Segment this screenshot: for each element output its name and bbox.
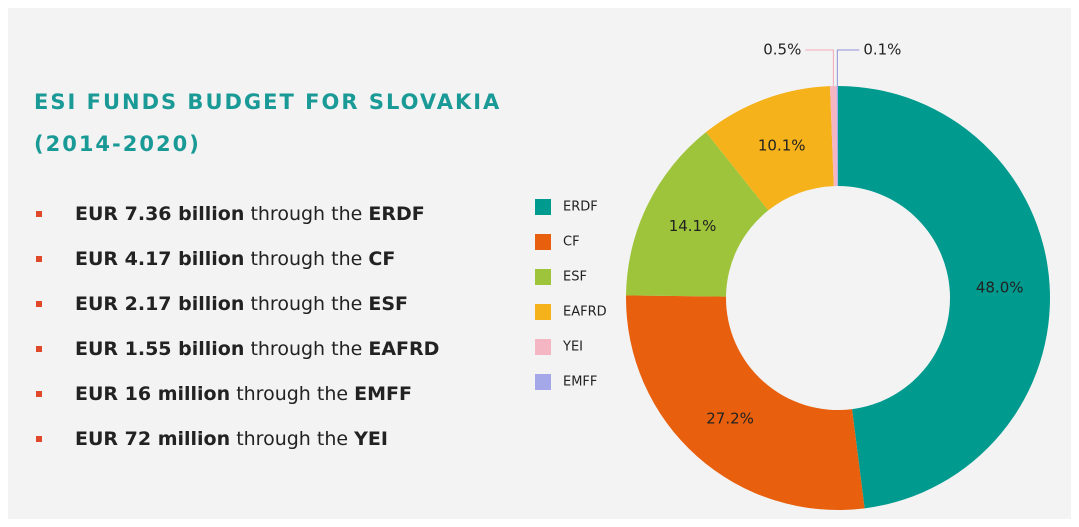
bullet-fund: EAFRD — [368, 338, 439, 360]
legend-label: CF — [563, 235, 580, 250]
legend-swatch — [535, 304, 551, 320]
pie-slice — [838, 86, 1050, 509]
bullet-amount: EUR 1.55 billion — [75, 338, 244, 360]
bullet-marker — [36, 211, 42, 217]
bullet-fund: EMFF — [354, 383, 412, 405]
bullet-connector: through the — [250, 338, 362, 360]
legend-label: YEI — [562, 340, 583, 355]
bullet-amount: EUR 4.17 billion — [75, 248, 244, 270]
pie-slice — [705, 86, 834, 211]
legend-label: EAFRD — [563, 305, 607, 320]
bullet-marker — [36, 391, 42, 397]
leader-line — [836, 49, 860, 87]
chart-title: ESI FUNDS BUDGET FOR SLOVAKIA — [34, 90, 501, 114]
chart-subtitle: (2014-2020) — [34, 132, 201, 156]
legend-swatch — [535, 339, 551, 355]
slice-label: 14.1% — [669, 217, 717, 235]
bullet-text: EUR 2.17 billion through the ESF — [75, 293, 408, 315]
bullet-marker — [36, 436, 42, 442]
bullet-connector: through the — [236, 383, 348, 405]
bullet-connector: through the — [236, 428, 348, 450]
bullet-text: EUR 72 million through the YEI — [75, 428, 388, 450]
bullet-connector: through the — [250, 248, 362, 270]
bullet-text: EUR 7.36 billion through the ERDF — [75, 203, 425, 225]
legend-swatch — [535, 374, 551, 390]
bullet-marker — [36, 301, 42, 307]
bullet-text: EUR 4.17 billion through the CF — [75, 248, 395, 270]
slice-label: 27.2% — [706, 409, 754, 427]
bullet-fund: ERDF — [368, 203, 424, 225]
legend-swatch — [535, 269, 551, 285]
bullet-amount: EUR 16 million — [75, 383, 230, 405]
leader-line — [805, 49, 834, 87]
bullet-fund: YEI — [353, 428, 388, 450]
slice-label: 10.1% — [758, 137, 806, 155]
bullet-text: EUR 1.55 billion through the EAFRD — [75, 338, 439, 360]
pie-slice — [830, 86, 838, 187]
bullet-amount: EUR 2.17 billion — [75, 293, 244, 315]
pie-slice — [626, 132, 769, 297]
bullet-fund: ESF — [368, 293, 408, 315]
bullet-amount: EUR 72 million — [75, 428, 230, 450]
bullet-marker — [36, 346, 42, 352]
bullet-marker — [36, 256, 42, 262]
pie-slice — [626, 295, 865, 510]
pie-slice — [836, 86, 838, 187]
legend-swatch — [535, 199, 551, 215]
legend-swatch — [535, 234, 551, 250]
bullet-connector: through the — [250, 203, 362, 225]
legend-label: EMFF — [563, 375, 597, 390]
bullet-text: EUR 16 million through the EMFF — [75, 383, 412, 405]
slice-label: 0.5% — [763, 41, 801, 59]
slice-label: 48.0% — [976, 278, 1024, 296]
bullet-connector: through the — [250, 293, 362, 315]
legend-label: ERDF — [563, 200, 598, 215]
bullet-fund: CF — [368, 248, 395, 270]
slice-label: 0.1% — [863, 41, 901, 59]
bullet-amount: EUR 7.36 billion — [75, 203, 244, 225]
legend-label: ESF — [563, 270, 587, 285]
